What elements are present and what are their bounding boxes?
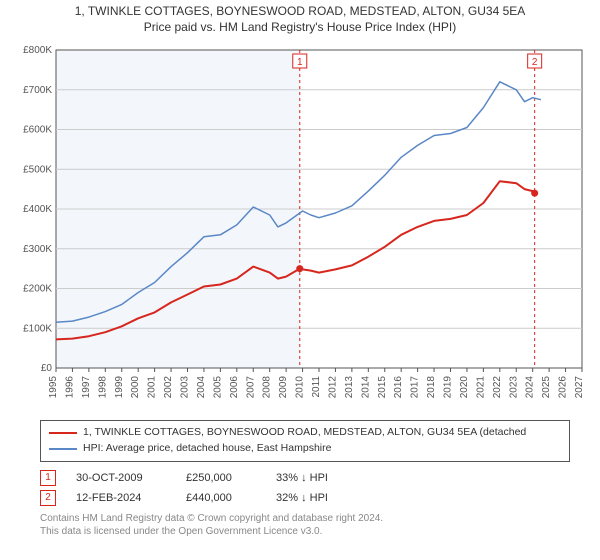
svg-text:2001: 2001 (147, 376, 158, 399)
sale-marker-table: 1 30-OCT-2009 £250,000 33% ↓ HPI 2 12-FE… (40, 470, 570, 506)
marker-price-1: £250,000 (186, 472, 276, 484)
svg-text:2011: 2011 (311, 376, 322, 398)
svg-text:£100K: £100K (23, 323, 52, 334)
svg-text:£400K: £400K (23, 204, 52, 215)
svg-text:2007: 2007 (245, 376, 256, 399)
svg-text:£500K: £500K (23, 164, 52, 175)
footer-line-1: Contains HM Land Registry data © Crown c… (40, 512, 570, 525)
svg-text:2018: 2018 (426, 376, 437, 399)
svg-text:1999: 1999 (114, 376, 125, 399)
chart-header: 1, TWINKLE COTTAGES, BOYNESWOOD ROAD, ME… (0, 0, 600, 36)
chart-subtitle: Price paid vs. HM Land Registry's House … (0, 20, 600, 34)
svg-text:£200K: £200K (23, 284, 52, 295)
svg-text:1995: 1995 (48, 376, 59, 399)
svg-text:2023: 2023 (508, 376, 519, 399)
marker-date-1: 30-OCT-2009 (76, 472, 186, 484)
svg-text:2013: 2013 (344, 376, 355, 399)
marker-date-2: 12-FEB-2024 (76, 492, 186, 504)
marker-hpi-2: 32% ↓ HPI (276, 492, 386, 504)
svg-text:2012: 2012 (327, 376, 338, 399)
svg-text:2019: 2019 (443, 376, 454, 399)
marker-badge-1: 1 (40, 470, 56, 486)
legend-swatch-property (49, 432, 77, 434)
svg-text:2: 2 (532, 57, 538, 68)
svg-text:2006: 2006 (229, 376, 240, 399)
price-chart-svg: £0 £100K £200K £300K £400K £500K £600K £700K £80… (10, 42, 590, 412)
svg-text:2003: 2003 (180, 376, 191, 399)
svg-text:1996: 1996 (64, 376, 75, 399)
svg-text:1997: 1997 (81, 376, 92, 399)
svg-text:2005: 2005 (212, 376, 223, 399)
chart-title: 1, TWINKLE COTTAGES, BOYNESWOOD ROAD, ME… (0, 4, 600, 18)
svg-text:2000: 2000 (130, 376, 141, 399)
svg-text:2016: 2016 (393, 376, 404, 399)
page-container: 1, TWINKLE COTTAGES, BOYNESWOOD ROAD, ME… (0, 0, 600, 538)
svg-text:2002: 2002 (163, 376, 174, 399)
marker-price-2: £440,000 (186, 492, 276, 504)
chart-area: £0 £100K £200K £300K £400K £500K £600K £700K £80… (10, 42, 590, 412)
legend-box: 1, TWINKLE COTTAGES, BOYNESWOOD ROAD, ME… (40, 420, 570, 462)
svg-text:2026: 2026 (558, 376, 569, 399)
svg-text:£600K: £600K (23, 125, 52, 136)
legend-item-hpi: HPI: Average price, detached house, East… (49, 441, 561, 457)
svg-text:2022: 2022 (492, 376, 503, 399)
svg-text:2015: 2015 (377, 376, 388, 399)
footer-line-2: This data is licensed under the Open Gov… (40, 525, 570, 538)
legend-label-property: 1, TWINKLE COTTAGES, BOYNESWOOD ROAD, ME… (83, 425, 526, 441)
svg-text:2009: 2009 (278, 376, 289, 399)
marker-row-1: 1 30-OCT-2009 £250,000 33% ↓ HPI (40, 470, 570, 486)
svg-text:£700K: £700K (23, 85, 52, 96)
svg-text:2020: 2020 (459, 376, 470, 399)
svg-text:2024: 2024 (525, 376, 536, 399)
marker-row-2: 2 12-FEB-2024 £440,000 32% ↓ HPI (40, 490, 570, 506)
svg-text:2008: 2008 (262, 376, 273, 399)
svg-text:2021: 2021 (475, 376, 486, 399)
marker-hpi-1: 33% ↓ HPI (276, 472, 386, 484)
svg-text:2027: 2027 (574, 376, 585, 399)
footer-attribution: Contains HM Land Registry data © Crown c… (40, 512, 570, 538)
svg-text:2025: 2025 (541, 376, 552, 399)
svg-text:2017: 2017 (410, 376, 421, 399)
legend-swatch-hpi (49, 448, 77, 450)
svg-text:£300K: £300K (23, 244, 52, 255)
legend-label-hpi: HPI: Average price, detached house, East… (83, 441, 331, 457)
marker-badge-2: 2 (40, 490, 56, 506)
svg-text:£0: £0 (41, 363, 53, 374)
legend-item-property: 1, TWINKLE COTTAGES, BOYNESWOOD ROAD, ME… (49, 425, 561, 441)
svg-text:1: 1 (297, 57, 303, 68)
svg-text:£800K: £800K (23, 45, 52, 56)
svg-text:2014: 2014 (360, 376, 371, 399)
svg-text:2010: 2010 (295, 376, 306, 399)
svg-text:2004: 2004 (196, 376, 207, 399)
svg-text:1998: 1998 (97, 376, 108, 399)
